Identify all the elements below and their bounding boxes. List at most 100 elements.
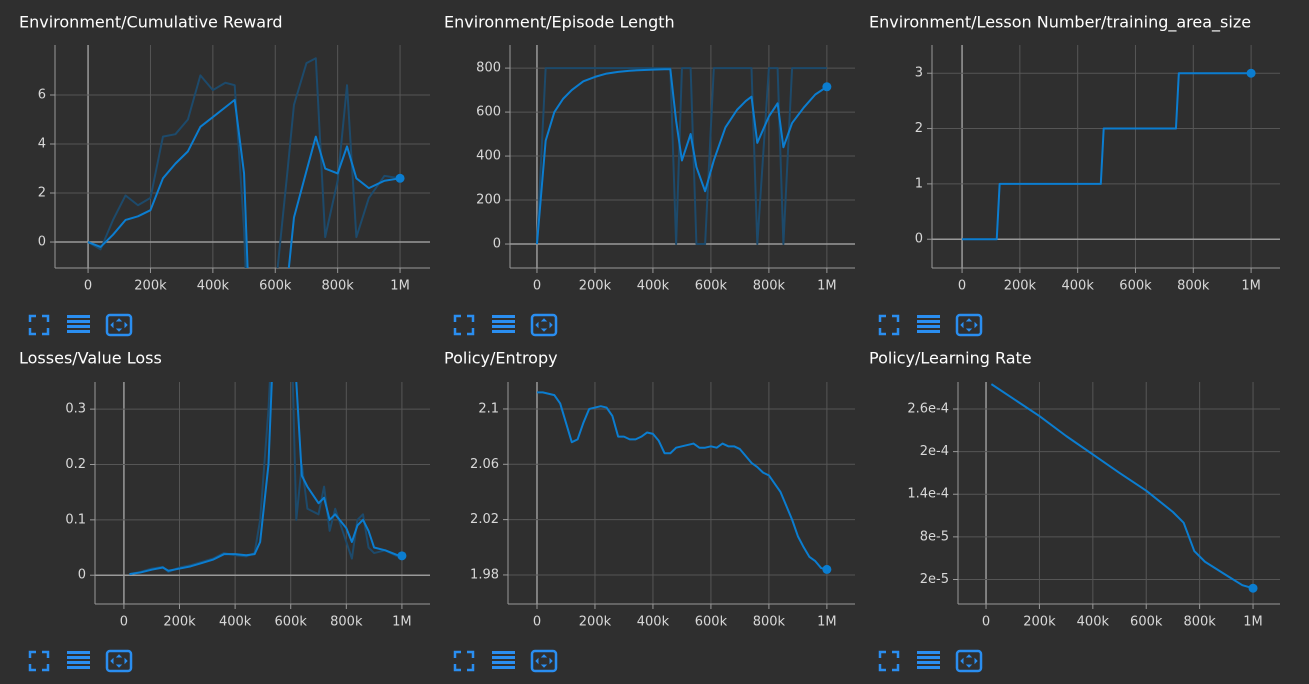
fullscreen-button[interactable] [28, 650, 50, 672]
fullscreen-button[interactable] [878, 314, 900, 336]
plot-area [535, 67, 828, 246]
chart-title: Environment/Lesson Number/training_area_… [869, 13, 1251, 33]
last-point-marker [1248, 583, 1258, 593]
chart-panel: Policy/Learning Rate 0 200k 400k 600k 800k 1M 2… [869, 349, 1280, 673]
x-tick-label: 600k [259, 279, 292, 294]
icon [67, 315, 90, 318]
toggle-log-button[interactable] [917, 651, 940, 669]
toggle-log-button[interactable] [67, 651, 90, 669]
x-tick-label: 200k [134, 279, 167, 294]
series-line [990, 383, 1254, 590]
y-tick-label: 200 [476, 193, 501, 208]
icon [492, 651, 515, 654]
x-tick-label: 400k [219, 615, 252, 630]
icon [917, 661, 940, 664]
x-tick-label: 1M [817, 615, 837, 630]
fit-domain-button[interactable] [105, 649, 133, 673]
last-point-marker [1246, 68, 1256, 78]
series-line [962, 72, 1252, 241]
icon [878, 314, 900, 336]
icon [67, 661, 90, 664]
x-tick-label: 1M [1243, 615, 1263, 630]
y-tick-label: 0 [78, 568, 86, 583]
x-tick-label: 600k [1119, 279, 1152, 294]
y-tick-label: 2.06 [470, 457, 499, 472]
x-tick-label: 400k [637, 279, 670, 294]
x-tick-label: 0 [533, 279, 541, 294]
chart-title: Environment/Episode Length [444, 13, 675, 32]
y-tick-label: 4 [38, 137, 46, 152]
fit-domain-button[interactable] [955, 649, 983, 673]
icon [105, 313, 133, 337]
x-tick-label: 600k [695, 615, 728, 630]
icon [535, 318, 553, 332]
y-tick-label: 800 [476, 61, 501, 76]
icon [67, 666, 90, 669]
y-tick-label: 2e-5 [920, 572, 949, 587]
icon [28, 314, 50, 336]
fullscreen-button[interactable] [453, 650, 475, 672]
x-tick-label: 1M [1241, 279, 1261, 294]
icon [917, 320, 940, 323]
series-line [536, 391, 828, 571]
icon [67, 330, 90, 333]
icon [535, 654, 553, 668]
fit-domain-button[interactable] [530, 649, 558, 673]
icon [917, 315, 940, 318]
icon [492, 666, 515, 669]
icon [492, 325, 515, 328]
y-tick-label: 1.98 [470, 567, 499, 582]
fullscreen-button[interactable] [28, 314, 50, 336]
icon [917, 656, 940, 659]
x-tick-label: 400k [637, 615, 670, 630]
x-tick-label: 0 [84, 279, 92, 294]
icon [67, 656, 90, 659]
y-tick-label: 2e-4 [920, 444, 949, 459]
icon [453, 650, 475, 672]
plot-area [536, 391, 828, 571]
series-line [535, 68, 828, 245]
icon [105, 649, 133, 673]
x-tick-label: 600k [275, 615, 308, 630]
fit-domain-button[interactable] [955, 313, 983, 337]
x-tick-label: 800k [753, 279, 786, 294]
y-tick-label: 0 [915, 232, 923, 247]
icon [917, 651, 940, 654]
y-tick-label: 0 [38, 235, 46, 250]
toggle-log-button[interactable] [917, 315, 940, 333]
toggle-log-button[interactable] [492, 315, 515, 333]
x-tick-label: 0 [533, 615, 541, 630]
toggle-log-button[interactable] [492, 651, 515, 669]
chart-panel: Environment/Episode Length 0 200k 400k 600k 8… [444, 13, 855, 337]
icon [960, 654, 978, 668]
x-tick-label: 0 [982, 615, 990, 630]
series-line [87, 57, 401, 268]
x-tick-label: 600k [695, 279, 728, 294]
last-point-marker [822, 82, 832, 92]
fullscreen-button[interactable] [453, 314, 475, 336]
y-tick-label: 2.02 [470, 512, 499, 527]
fit-domain-button[interactable] [530, 313, 558, 337]
icon [453, 314, 475, 336]
fit-domain-button[interactable] [105, 313, 133, 337]
chart-panel: Environment/Lesson Number/training_area_… [869, 13, 1280, 337]
series-line [129, 382, 403, 576]
last-point-marker [397, 551, 407, 561]
icon [955, 649, 983, 673]
y-tick-label: 0.2 [65, 457, 86, 472]
last-point-marker [822, 564, 832, 574]
toggle-log-button[interactable] [67, 315, 90, 333]
chart-title: Losses/Value Loss [19, 349, 162, 368]
plot-area [990, 383, 1254, 590]
icon [878, 650, 900, 672]
chart-panel: Losses/Value Loss 0 200k 400k 600k 800k 1M 0 0.1… [19, 349, 430, 673]
icon [492, 656, 515, 659]
fullscreen-button[interactable] [878, 650, 900, 672]
y-tick-label: 600 [476, 105, 501, 120]
x-tick-label: 800k [753, 615, 786, 630]
y-tick-label: 0 [493, 237, 501, 252]
series-line [87, 98, 401, 268]
